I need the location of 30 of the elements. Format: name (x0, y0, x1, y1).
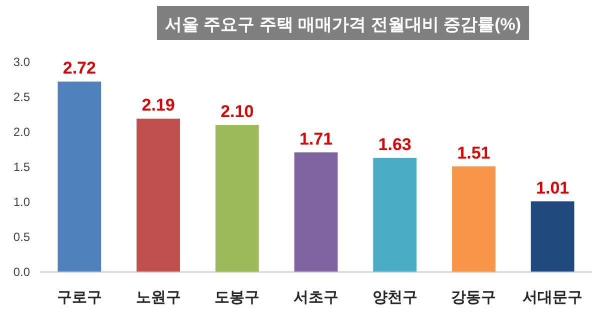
y-tick-label: 2.0 (13, 125, 30, 139)
x-tick-label: 도봉구 (214, 289, 260, 306)
bar (136, 118, 180, 272)
data-label: 1.01 (536, 178, 570, 198)
bar (530, 201, 574, 272)
data-label: 2.72 (62, 58, 96, 78)
x-tick-label: 구로구 (56, 289, 102, 306)
x-tick-label: 강동구 (451, 289, 496, 306)
data-label: 2.10 (220, 102, 254, 121)
y-tick-label: 0.0 (13, 265, 30, 279)
bar (294, 152, 338, 272)
x-tick-label: 서초구 (294, 289, 338, 306)
y-tick-label: 1.0 (13, 195, 30, 209)
data-label: 1.71 (299, 129, 333, 148)
y-tick-label: 1.5 (13, 160, 30, 174)
bar (58, 82, 102, 272)
x-tick-label: 양천구 (372, 289, 418, 306)
data-label: 1.51 (457, 143, 490, 162)
x-tick-label: 서대문구 (522, 289, 583, 306)
title: 서울 주요구 주택 매매가격 전월대비 증감률(%) (156, 6, 530, 40)
bar (215, 125, 259, 272)
y-tick-label: 0.5 (13, 230, 30, 244)
chart-title: 서울 주요구 주택 매매가격 전월대비 증감률(%) (164, 15, 522, 34)
data-label: 1.63 (378, 134, 412, 154)
y-tick-label: 3.0 (13, 55, 30, 69)
x-tick-label: 노원구 (136, 289, 181, 306)
y-tick-label: 2.5 (13, 90, 30, 104)
bar (452, 166, 496, 272)
bar (373, 158, 417, 272)
data-label: 2.19 (142, 96, 175, 115)
